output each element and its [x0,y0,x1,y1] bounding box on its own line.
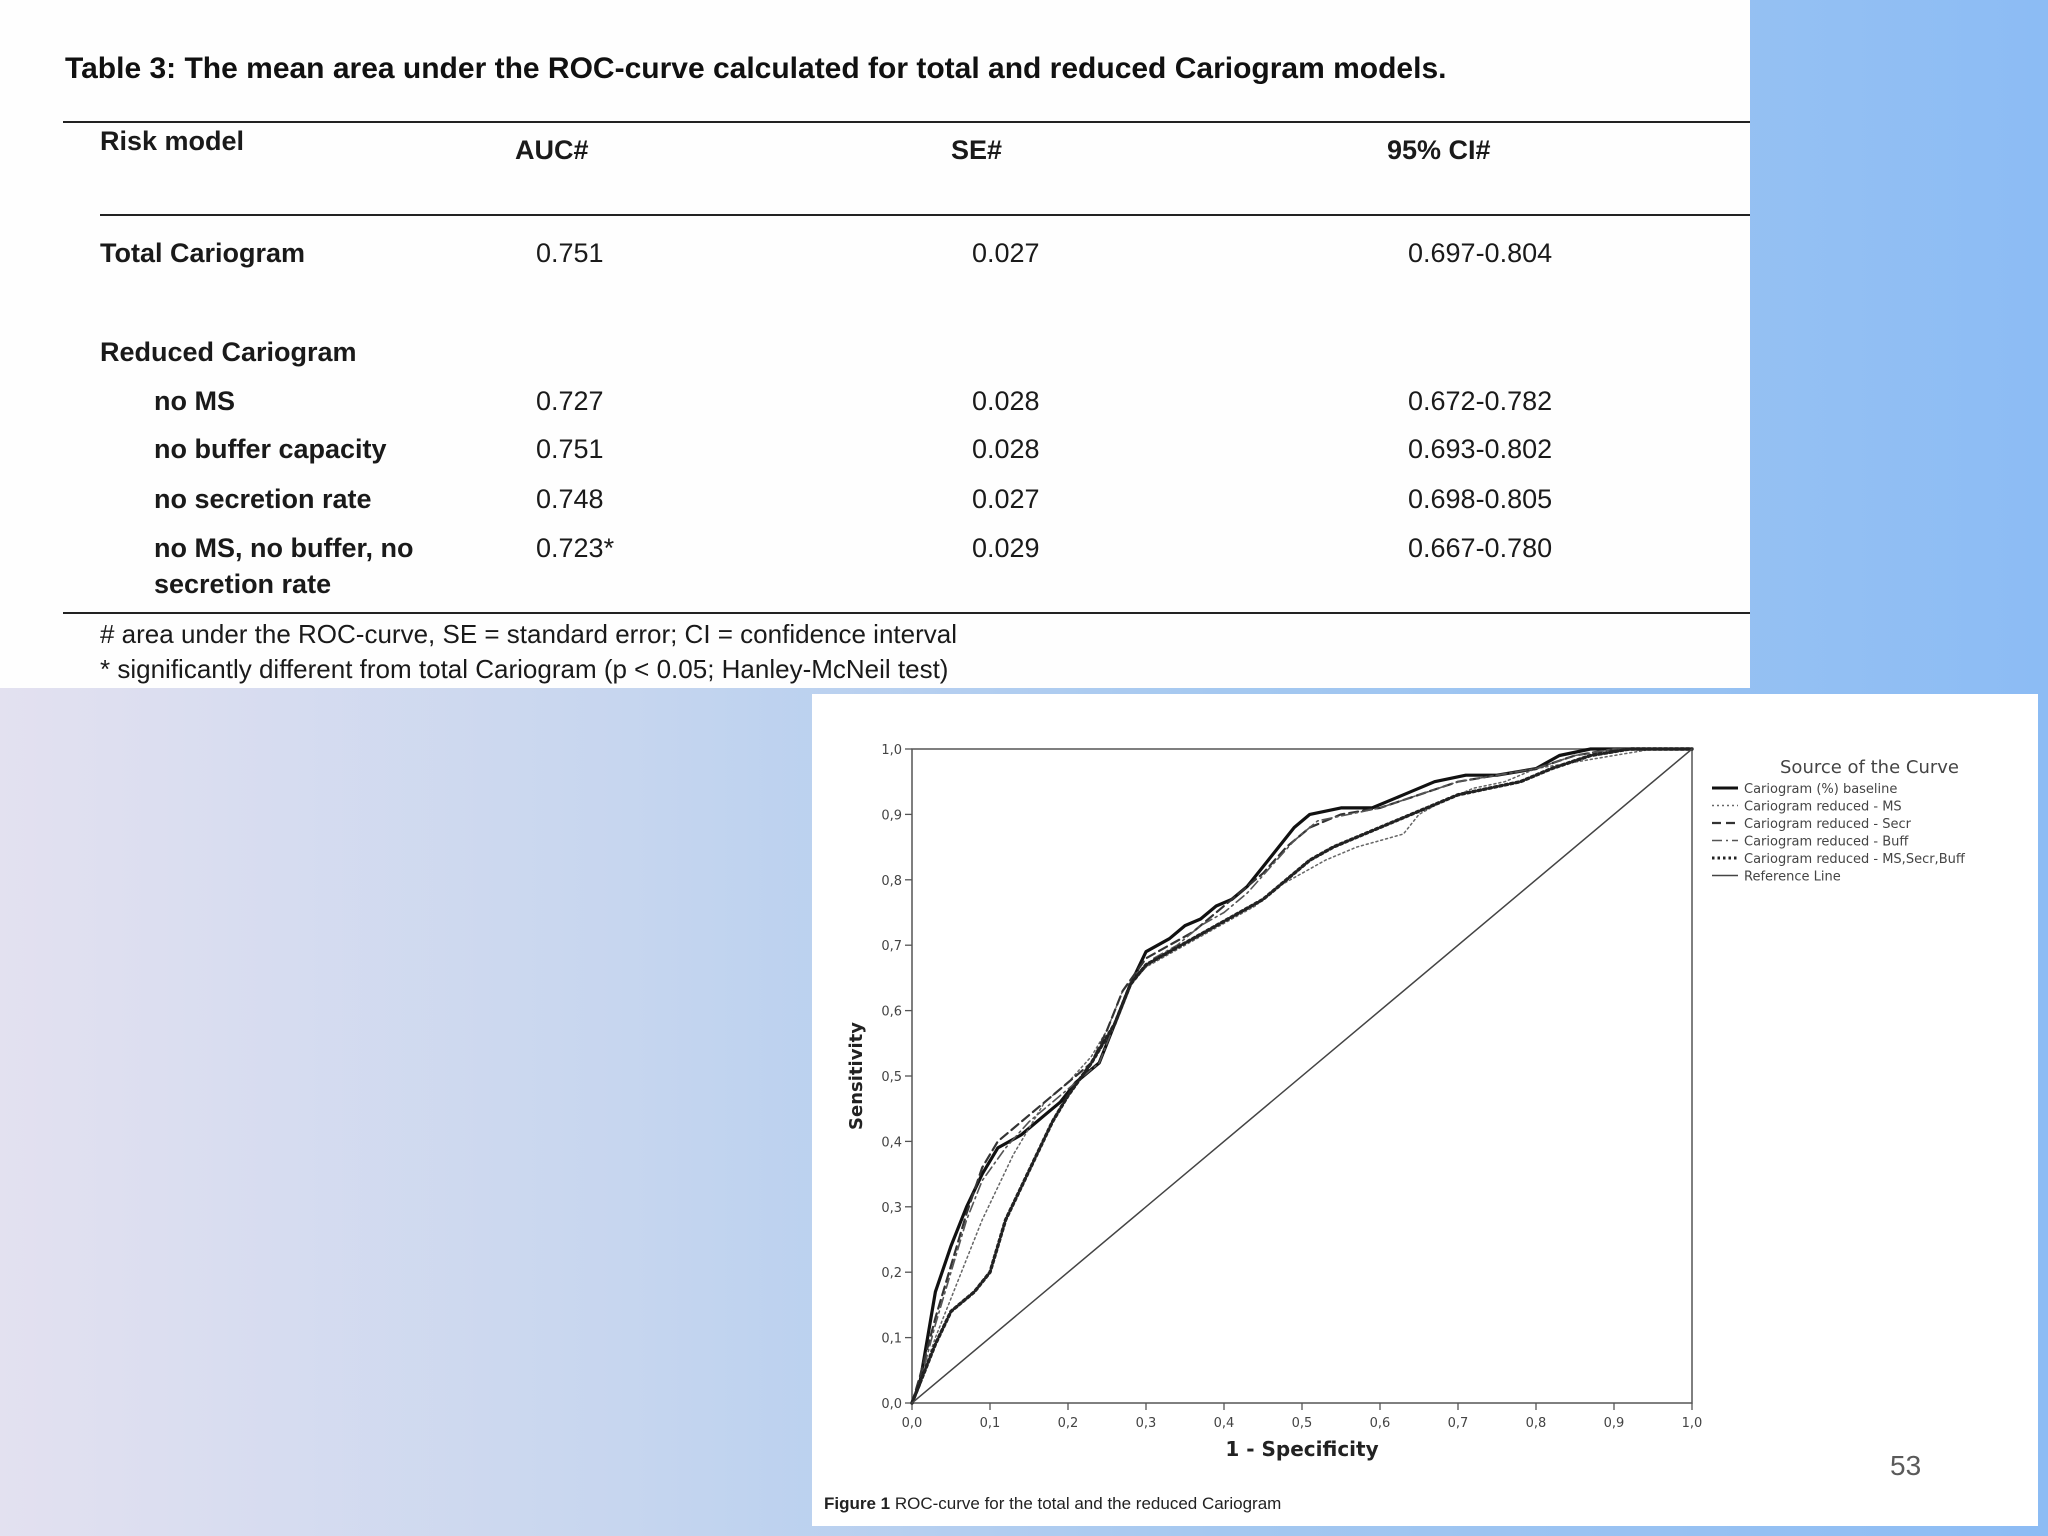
x-tick-label: 0,6 [1370,1416,1391,1431]
row-no-all-label-line2: secretion rate [154,569,332,599]
y-tick-label: 0,2 [881,1266,902,1281]
row-no-buffer-label: no buffer capacity [154,434,387,464]
header-auc: AUC# [515,135,589,165]
row-no-ms-ci: 0.672-0.782 [1408,386,1553,416]
row-no-secretion-se: 0.027 [972,484,1040,514]
legend-entry: Reference Line [1744,870,1841,885]
row-total-ci: 0.697-0.804 [1408,238,1553,268]
series-line-cariogram-baseline [910,747,1694,1405]
row-no-all-se: 0.029 [972,533,1040,563]
y-tick-label: 0,7 [881,939,902,954]
x-tick-label: 0,2 [1058,1416,1079,1431]
figure-caption-label: Figure 1 [824,1494,891,1513]
table-top-rule [63,121,1750,123]
figure-caption: Figure 1 ROC-curve for the total and the… [824,1494,1281,1514]
row-total-se: 0.027 [972,238,1040,268]
x-tick-label: 0,0 [902,1416,923,1431]
row-no-ms-label: no MS [154,386,235,416]
footnote-significance: * significantly different from total Car… [100,654,949,684]
row-no-secretion-label: no secretion rate [154,484,372,514]
row-no-buffer-ci: 0.693-0.802 [1408,434,1553,464]
x-tick-label: 0,3 [1136,1416,1157,1431]
y-axis-label: Sensitivity [846,1022,867,1130]
x-tick-label: 0,7 [1448,1416,1469,1431]
roc-chart: 0,0 0,1 0,2 0,3 0,4 0,5 0,6 0,7 0,8 0,9 1,0 0,0 0,1 0… [846,743,1966,1461]
y-tick-label: 0,5 [881,1070,902,1085]
legend-title: Source of the Curve [1780,757,1959,778]
x-tick-label: 0,8 [1526,1416,1547,1431]
x-axis-label: 1 - Specificity [1225,1437,1378,1461]
legend-entry: Cariogram (%) baseline [1744,782,1897,797]
row-total-auc: 0.751 [536,238,604,268]
table-bottom-rule [63,612,1750,614]
y-tick-label: 1,0 [881,743,902,758]
row-no-ms-se: 0.028 [972,386,1040,416]
row-no-secretion-auc: 0.748 [536,484,604,514]
x-tick-label: 0,4 [1214,1416,1235,1431]
y-tick-label: 0,8 [881,874,902,889]
y-tick-label: 0,3 [881,1201,902,1216]
row-no-secretion-ci: 0.698-0.805 [1408,484,1553,514]
row-total-label: Total Cariogram [100,238,306,268]
row-no-all-ci: 0.667-0.780 [1408,533,1553,563]
header-se: SE# [951,135,1003,165]
legend-entry: Cariogram reduced - MS [1744,800,1902,815]
header-ci: 95% CI# [1387,135,1491,165]
legend-entry: Cariogram reduced - Buff [1744,835,1909,850]
table-panel: Table 3: The mean area under the ROC-cur… [0,0,1750,688]
series-line-cariogram-reduced-ms-secr-buff [910,747,1694,1405]
table-header-rule [100,214,1750,216]
figure-caption-text: ROC-curve for the total and the reduced … [890,1494,1282,1513]
series-line-cariogram-reduced-ms [911,748,1693,1404]
page-number: 53 [1890,1450,1922,1481]
table-title: Table 3: The mean area under the ROC-cur… [65,52,1447,85]
footnote-abbreviations: # area under the ROC-curve, SE = standar… [100,619,957,649]
row-no-all-label-line1: no MS, no buffer, no [154,533,414,563]
y-tick-label: 0,9 [881,808,902,823]
x-tick-label: 0,9 [1604,1416,1625,1431]
series-line-cariogram-reduced-buff [911,748,1693,1404]
y-tick-label: 0,1 [881,1332,902,1347]
reduced-cariogram-label: Reduced Cariogram [100,337,357,367]
header-risk-model: Risk model [100,126,245,156]
figure-panel: 0,0 0,1 0,2 0,3 0,4 0,5 0,6 0,7 0,8 0,9 1,0 0,0 0,1 0… [812,694,2038,1526]
x-tick-label: 1,0 [1682,1416,1703,1431]
y-tick-label: 0,0 [881,1397,902,1412]
series-line-reference-line [911,748,1693,1404]
y-tick-label: 0,6 [881,1005,902,1020]
x-tick-label: 0,5 [1292,1416,1313,1431]
row-no-buffer-se: 0.028 [972,434,1040,464]
legend-entry: Cariogram reduced - Secr [1744,817,1912,832]
row-no-buffer-auc: 0.751 [536,434,604,464]
x-tick-label: 0,1 [980,1416,1001,1431]
legend-entry: Cariogram reduced - MS,Secr,Buff [1744,852,1966,867]
row-no-ms-auc: 0.727 [536,386,604,416]
y-tick-label: 0,4 [881,1135,902,1150]
row-no-all-auc: 0.723* [536,533,615,563]
